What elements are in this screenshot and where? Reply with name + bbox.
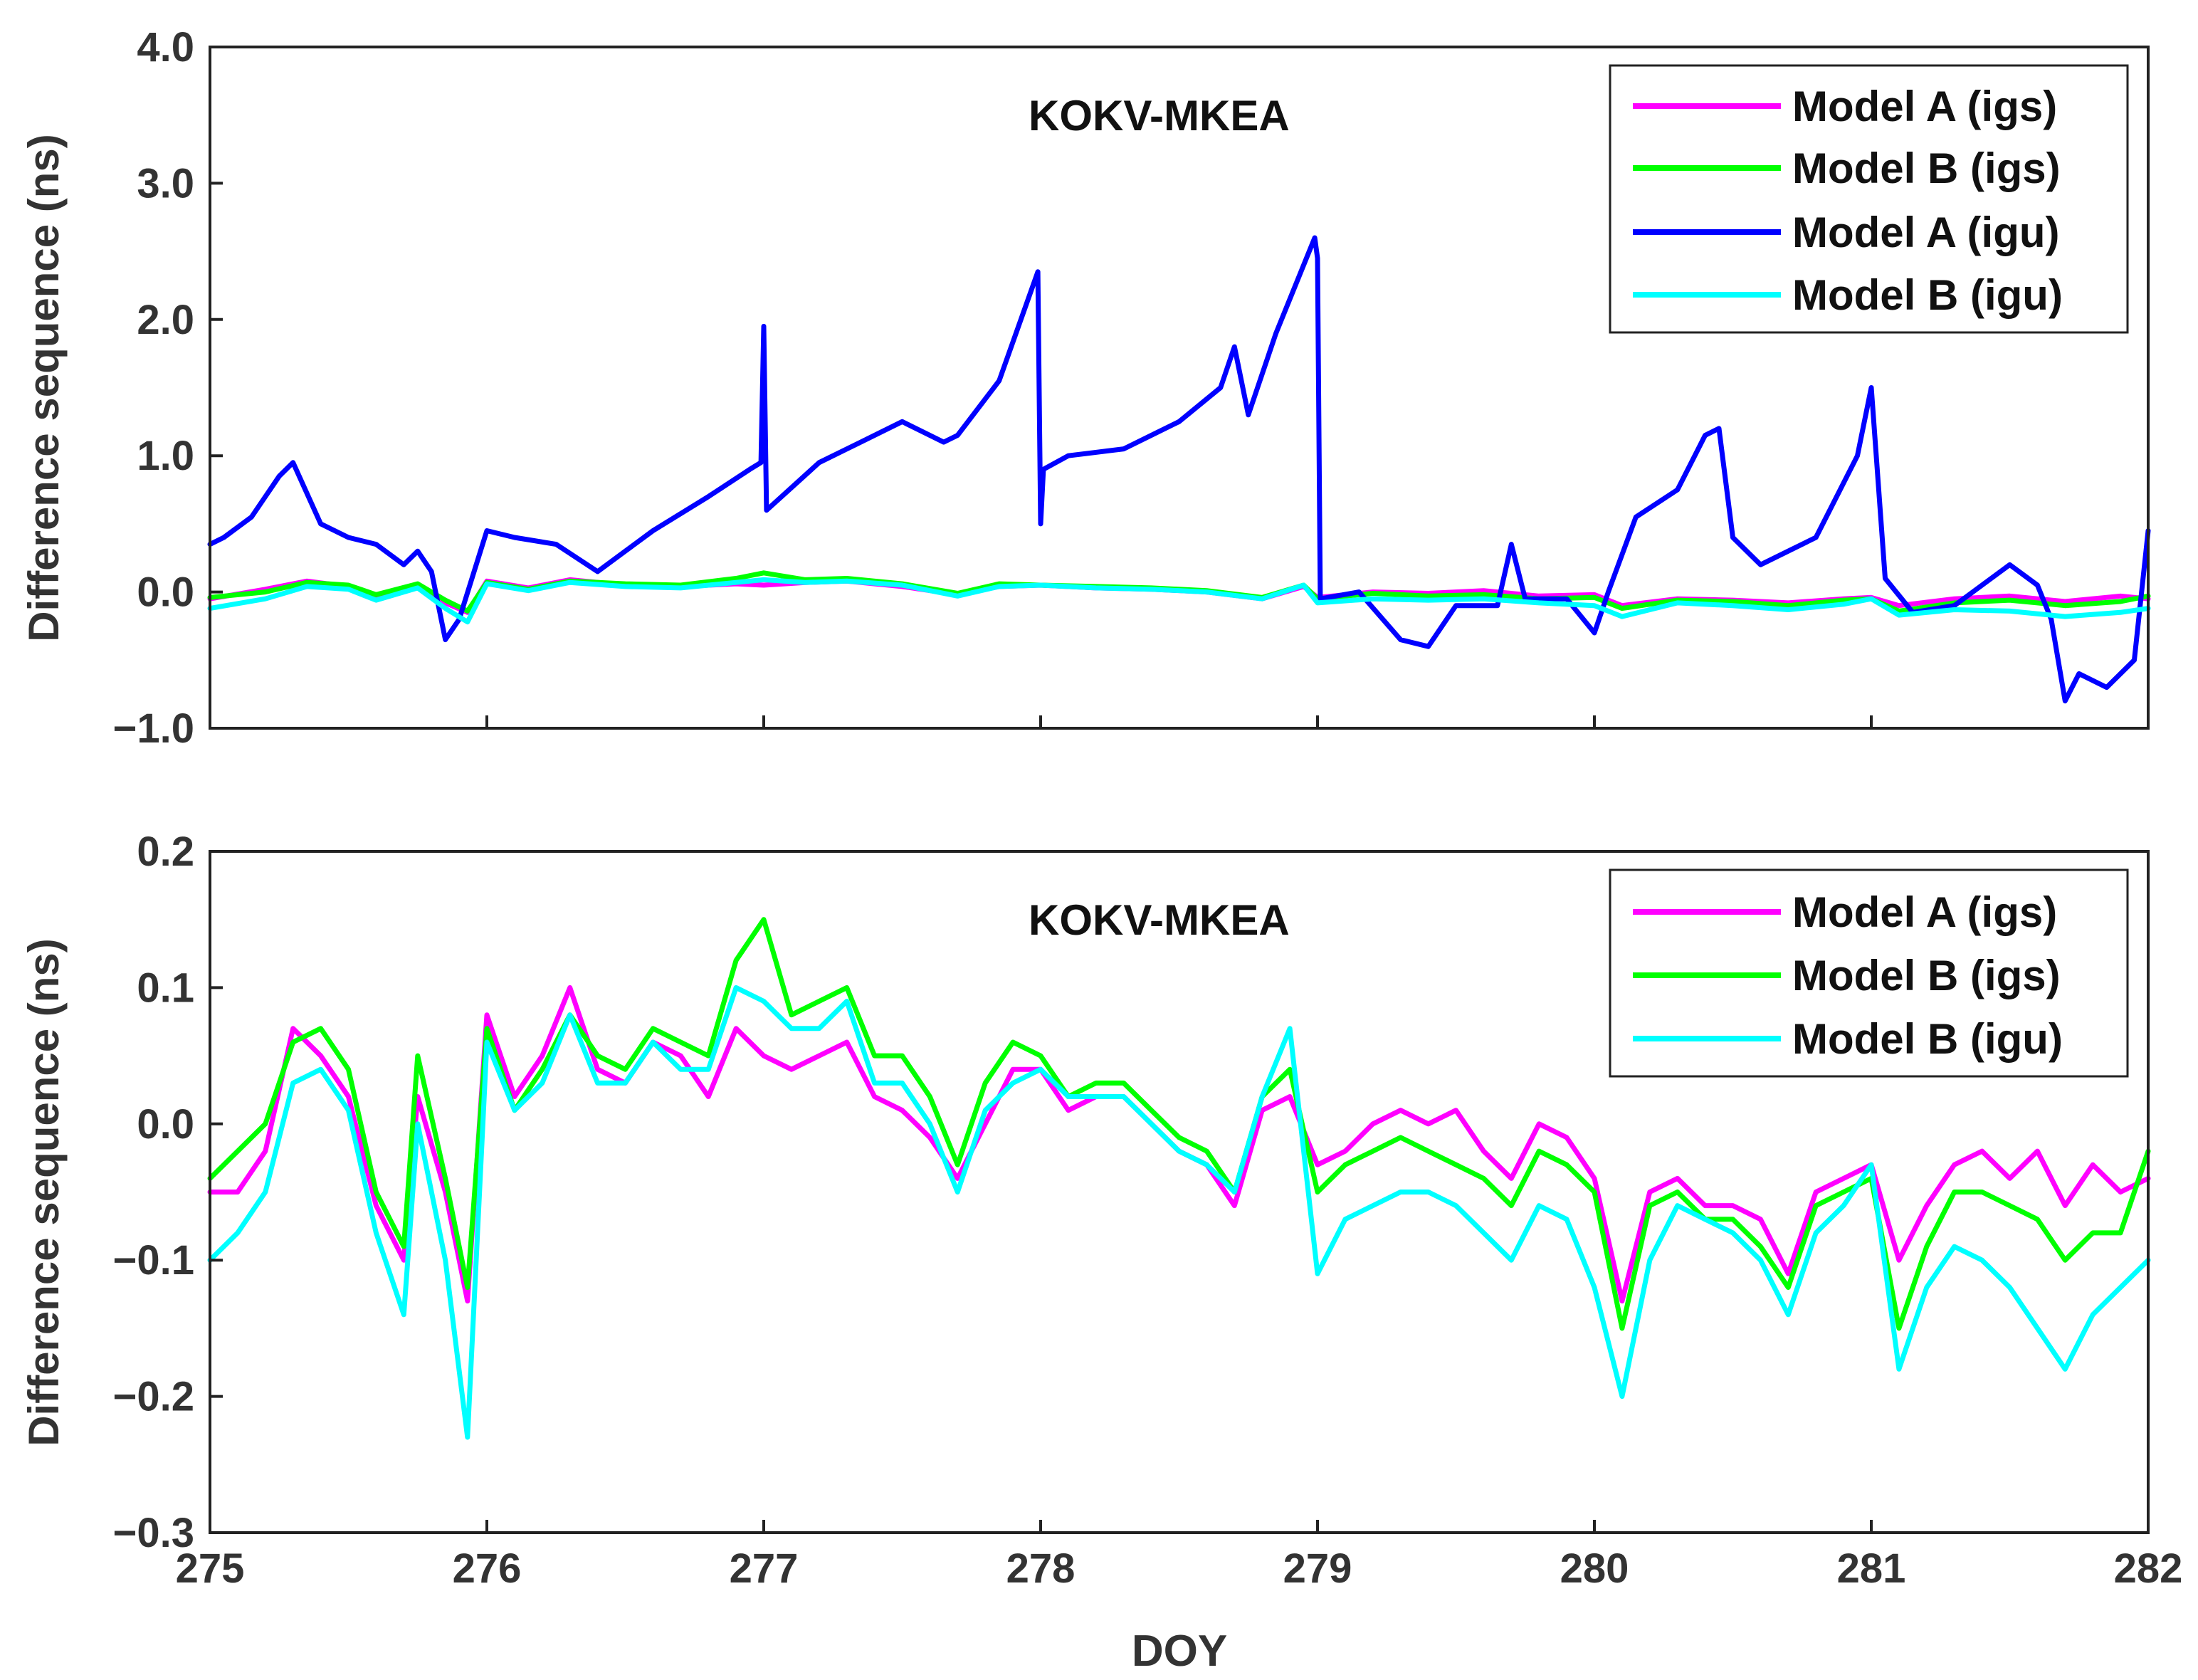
bottom-ytick-label: −0.2 bbox=[113, 1374, 195, 1420]
top-series-layer bbox=[207, 235, 2151, 704]
top-legend-label-model-a-igu: Model A (igu) bbox=[1792, 209, 2059, 256]
top-legend-label-model-b-igu: Model B (igu) bbox=[1792, 271, 2063, 319]
top-series-line-model-b-igu bbox=[207, 577, 2151, 625]
bottom-x-axis-label: DOY bbox=[1132, 1627, 1227, 1676]
top-ytick-label: 2.0 bbox=[137, 297, 194, 343]
bottom-xtick-label: 277 bbox=[730, 1545, 799, 1592]
bottom-legend: Model A (igs) Model B (igs) Model B (igu… bbox=[1609, 868, 2129, 1078]
top-legend-box bbox=[1609, 64, 2129, 334]
top-ytick-label: −1.0 bbox=[113, 705, 195, 752]
top-ytick-label: 0.0 bbox=[137, 569, 194, 616]
bottom-plot-frame bbox=[209, 850, 2150, 1534]
bottom-xtick-label: 278 bbox=[1006, 1545, 1076, 1592]
bottom-ytick-label: −0.1 bbox=[113, 1237, 195, 1283]
bottom-xtick-label: 275 bbox=[176, 1545, 245, 1592]
top-ytick-label: 3.0 bbox=[137, 160, 194, 206]
top-y-axis-label: Difference sequence (ns) bbox=[20, 134, 68, 642]
bottom-xtick-label: 279 bbox=[1283, 1545, 1352, 1592]
bottom-ytick-labels: −0.3 −0.2 −0.1 0.0 0.1 0.2 bbox=[113, 829, 195, 1556]
bottom-xtick-labels: 275 276 277 278 279 280 281 282 bbox=[176, 1545, 2183, 1592]
top-panel: −1.0 0.0 1.0 2.0 3.0 4.0 Difference sequence … bbox=[20, 24, 2151, 752]
bottom-xtick-label: 280 bbox=[1560, 1545, 1629, 1592]
top-ytick-labels: −1.0 0.0 1.0 2.0 3.0 4.0 bbox=[113, 24, 195, 752]
bottom-series-layer bbox=[207, 917, 2151, 1440]
top-legend-label-model-b-igs: Model B (igs) bbox=[1792, 145, 2061, 192]
top-series-line-model-a-igu bbox=[207, 235, 2151, 704]
bottom-series-line-model-b-igu bbox=[207, 985, 2151, 1440]
bottom-ticks-layer bbox=[209, 850, 2150, 1534]
bottom-legend-label-model-a-igs: Model A (igs) bbox=[1792, 888, 2057, 936]
bottom-xtick-label: 282 bbox=[2114, 1545, 2183, 1592]
bottom-legend-label-model-b-igs: Model B (igs) bbox=[1792, 952, 2061, 999]
top-ytick-label: 4.0 bbox=[137, 24, 194, 70]
bottom-xtick-label: 276 bbox=[453, 1545, 522, 1592]
top-plot-frame bbox=[209, 46, 2150, 730]
bottom-y-axis-label: Difference sequence (ns) bbox=[20, 938, 68, 1447]
top-ticks-layer bbox=[209, 46, 2150, 730]
bottom-legend-label-model-b-igu: Model B (igu) bbox=[1792, 1015, 2063, 1063]
bottom-chart-title: KOKV-MKEA bbox=[1029, 896, 1290, 944]
bottom-ytick-label: 0.0 bbox=[137, 1101, 194, 1148]
top-ytick-label: 1.0 bbox=[137, 433, 194, 479]
bottom-panel: −0.3 −0.2 −0.1 0.0 0.1 0.2 275 276 277 278 279 280… bbox=[20, 829, 2182, 1676]
bottom-ytick-label: 0.1 bbox=[137, 965, 194, 1011]
bottom-ytick-label: 0.2 bbox=[137, 829, 194, 875]
top-legend-label-model-a-igs: Model A (igs) bbox=[1792, 83, 2057, 130]
bottom-ytick-label: −0.3 bbox=[113, 1510, 195, 1556]
bottom-xtick-label: 281 bbox=[1837, 1545, 1906, 1592]
top-legend: Model A (igs) Model B (igs) Model A (igu… bbox=[1609, 64, 2129, 334]
top-chart-title: KOKV-MKEA bbox=[1029, 92, 1290, 140]
